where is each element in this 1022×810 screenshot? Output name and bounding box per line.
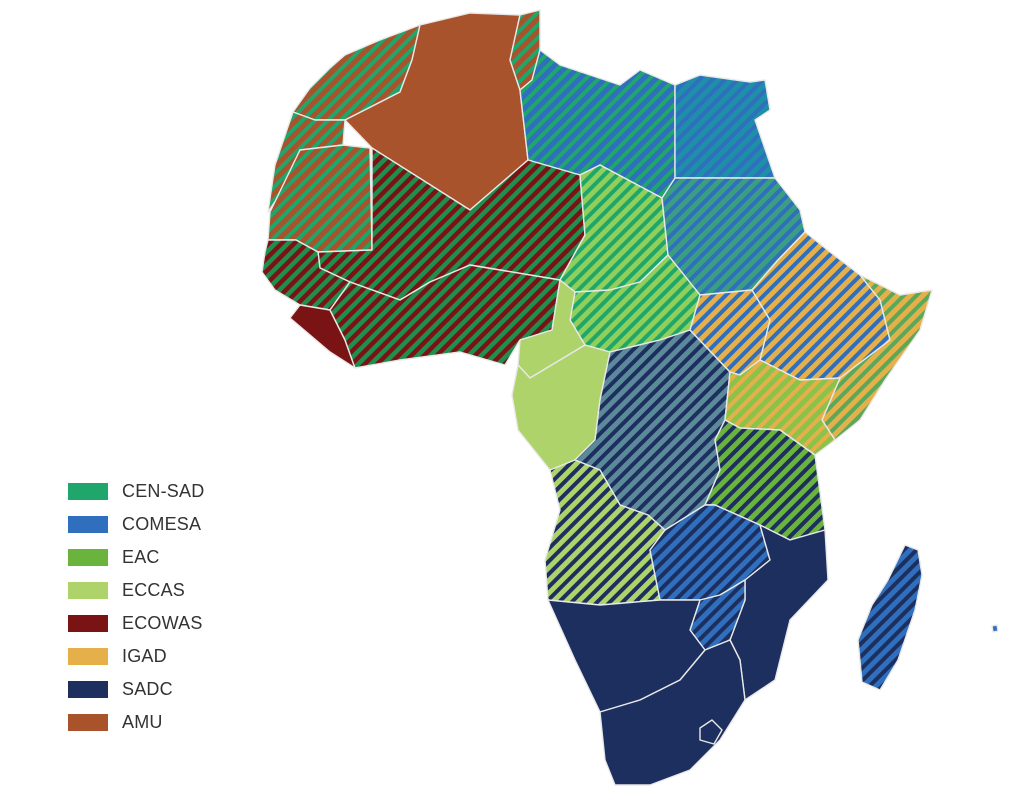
legend-label: EAC — [122, 546, 160, 567]
legend-label: ECOWAS — [122, 612, 203, 633]
legend-swatch-ecowas — [68, 614, 108, 632]
lesotho-region — [699, 719, 723, 745]
legend-label: IGAD — [122, 645, 167, 666]
legend-swatch-amu — [68, 713, 108, 731]
legend-swatch-eac — [68, 548, 108, 566]
legend-item-sadc: SADC — [68, 678, 204, 700]
legend-swatch-sadc — [68, 680, 108, 698]
madagascar-region — [857, 544, 923, 691]
legend-item-amu: AMU — [68, 711, 204, 733]
legend-swatch-comesa — [68, 515, 108, 533]
mauritius-island — [991, 624, 999, 633]
legend-label: SADC — [122, 678, 173, 699]
map-legend: CEN-SAD COMESA EAC ECCAS ECOWAS IGAD SAD… — [68, 480, 204, 733]
legend-label: AMU — [122, 711, 163, 732]
legend-item-eccas: ECCAS — [68, 579, 204, 601]
legend-label: CEN-SAD — [122, 480, 205, 501]
legend-label: ECCAS — [122, 579, 186, 600]
somalia-region — [821, 274, 933, 441]
legend-item-eac: EAC — [68, 546, 204, 568]
legend-label: COMESA — [122, 513, 202, 534]
legend-swatch-igad — [68, 647, 108, 665]
south-africa-region — [599, 639, 746, 786]
legend-item-comesa: COMESA — [68, 513, 204, 535]
legend-swatch-eccas — [68, 581, 108, 599]
legend-item-ecowas: ECOWAS — [68, 612, 204, 634]
egypt-region — [674, 74, 776, 179]
legend-swatch-cen-sad — [68, 482, 108, 500]
legend-item-cen-sad: CEN-SAD — [68, 480, 204, 502]
legend-item-igad: IGAD — [68, 645, 204, 667]
